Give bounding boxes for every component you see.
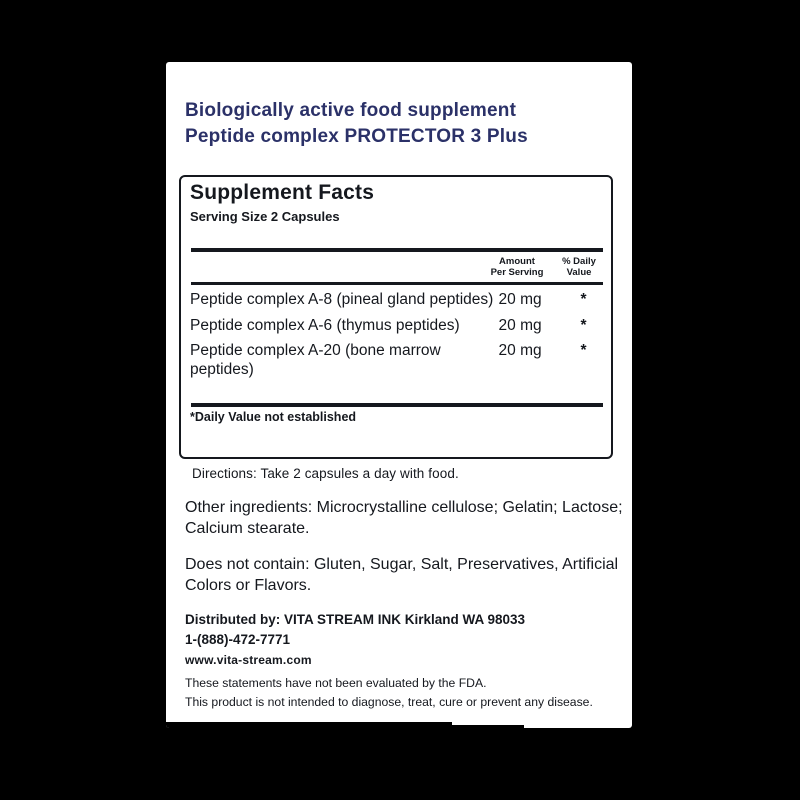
divider	[191, 282, 603, 285]
serving-size: Serving Size 2 Capsules	[190, 209, 340, 224]
divider	[191, 248, 603, 252]
ingredient-name: Peptide complex A-6 (thymus peptides)	[190, 317, 460, 334]
ingredient-daily-value: *	[580, 317, 587, 334]
amount-column-header: Amount Per Serving	[490, 256, 544, 278]
ingredient-amount: 20 mg	[498, 291, 542, 308]
product-title: Peptide complex PROTECTOR 3 Plus	[185, 126, 528, 147]
product-header: Biologically active food supplement Pept…	[185, 98, 528, 150]
directions-text: Directions: Take 2 capsules a day with f…	[192, 466, 459, 481]
ingredient-amount: 20 mg	[498, 342, 542, 359]
ingredient-daily-value: *	[580, 291, 587, 308]
table-row: Peptide complex A-6 (thymus peptides) 20…	[190, 316, 604, 335]
fda-disclaimer-block: These statements have not been evaluated…	[185, 674, 593, 712]
ingredient-name: Peptide complex A-8 (pineal gland peptid…	[190, 291, 494, 308]
column-spacer	[190, 256, 480, 278]
distributor-block: Distributed by: VITA STREAM INK Kirkland…	[185, 610, 525, 670]
ingredient-name: Peptide complex A-20 (bone marrow peptid…	[190, 342, 441, 378]
other-ingredients-text: Other ingredients: Microcrystalline cell…	[185, 499, 623, 537]
product-subtitle: Biologically active food supplement	[185, 100, 517, 121]
ingredient-amount: 20 mg	[498, 317, 542, 334]
fda-disclaimer-line1: These statements have not been evaluated…	[185, 676, 487, 690]
facts-column-headers: Amount Per Serving % Daily Value	[190, 256, 604, 278]
supplement-facts-panel: Supplement Facts Serving Size 2 Capsules…	[179, 175, 613, 459]
daily-value-footnote: *Daily Value not established	[190, 410, 357, 424]
table-row: Peptide complex A-8 (pineal gland peptid…	[190, 290, 604, 309]
website-url: www.vita-stream.com	[185, 653, 312, 667]
supplement-label: Biologically active food supplement Pept…	[166, 62, 632, 728]
table-row: Peptide complex A-20 (bone marrow peptid…	[190, 341, 604, 379]
label-edge-mark	[166, 722, 452, 728]
does-not-contain-text: Does not contain: Gluten, Sugar, Salt, P…	[185, 556, 619, 594]
divider	[191, 403, 603, 407]
distributor-line: Distributed by: VITA STREAM INK Kirkland…	[185, 612, 526, 627]
fda-disclaimer-line2: This product is not intended to diagnose…	[185, 695, 593, 709]
facts-title: Supplement Facts	[190, 181, 375, 204]
label-edge-mark	[452, 725, 524, 728]
daily-value-column-header: % Daily Value	[562, 256, 596, 278]
phone-number: 1-(888)-472-7771	[185, 632, 291, 647]
ingredient-daily-value: *	[580, 342, 587, 359]
